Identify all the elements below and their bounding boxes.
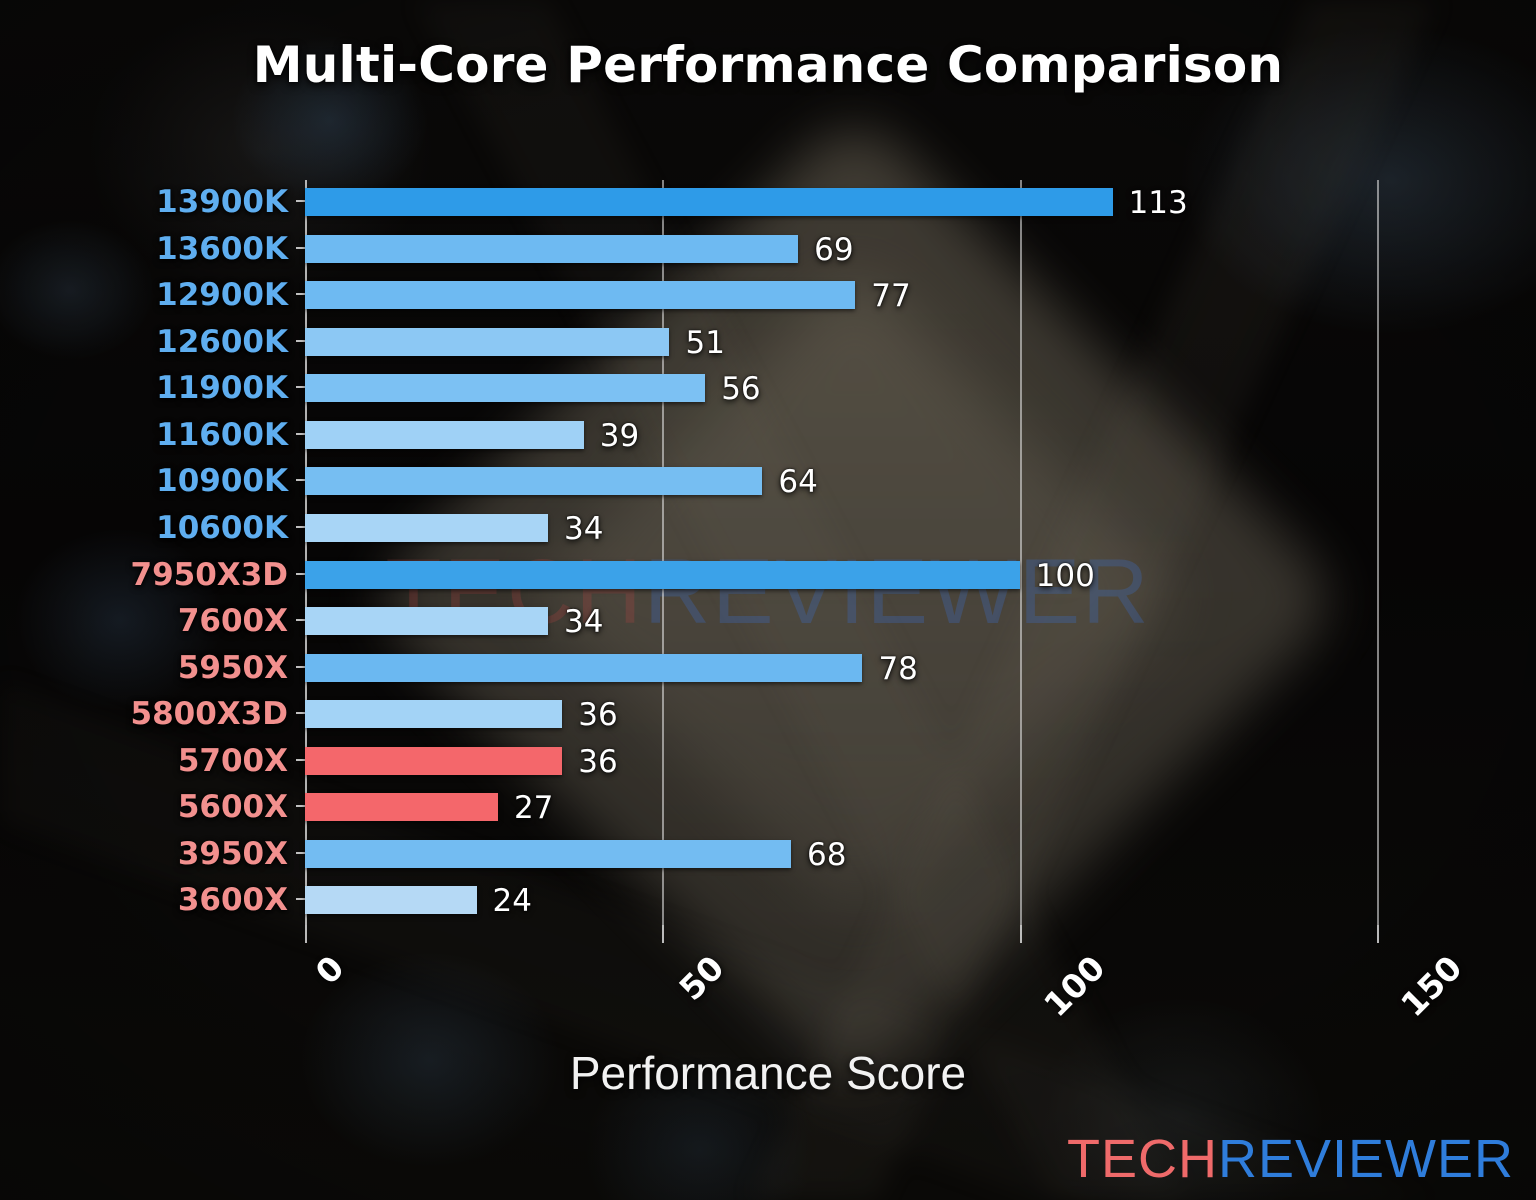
x-tick-label-150: 150 <box>1393 948 1470 1025</box>
y-tick-mark <box>296 525 305 528</box>
bar-value-label-13600K: 69 <box>814 231 854 268</box>
bar-value-label-3950X: 68 <box>806 836 847 873</box>
logo-text-tech: TECH <box>1066 1129 1218 1189</box>
bar-row[interactable]: 113 <box>296 180 1377 224</box>
y-axis-label-13900K: 13900K <box>156 184 288 220</box>
bar-value-label-12900K: 77 <box>871 278 911 315</box>
bar-3600X[interactable] <box>305 886 477 915</box>
bar-10900K[interactable] <box>305 467 763 496</box>
y-tick-mark <box>296 339 305 342</box>
bar-12900K[interactable] <box>305 281 856 310</box>
bar-value-label-5600X: 27 <box>513 790 554 827</box>
gridline-50 <box>662 180 665 925</box>
bar-value-label-7950X3D: 100 <box>1035 557 1095 594</box>
y-axis-label-10900K: 10900K <box>156 463 288 500</box>
bar-10600K[interactable] <box>305 513 548 542</box>
bar-5700X[interactable] <box>305 746 563 775</box>
y-tick-mark <box>296 432 305 435</box>
bar-row[interactable]: 34 <box>296 599 1377 643</box>
plot-area: 113 69 77 51 56 39 64 34 100 34 78 36 36 27 68 24 <box>296 180 1379 925</box>
y-tick-mark <box>296 758 305 761</box>
bar-row[interactable]: 100 <box>296 553 1377 597</box>
bar-13900K[interactable] <box>305 188 1113 216</box>
y-axis-label-7950X3D: 7950X3D <box>130 556 288 593</box>
bar-7950X3D[interactable] <box>305 560 1020 589</box>
y-tick-mark <box>296 712 305 715</box>
bar-row[interactable]: 24 <box>296 878 1377 922</box>
bar-3950X[interactable] <box>305 839 791 868</box>
gridline-150 <box>1377 180 1379 925</box>
bar-row[interactable]: 27 <box>296 785 1377 829</box>
bar-row[interactable]: 69 <box>296 227 1377 271</box>
y-tick-mark <box>296 898 305 901</box>
y-tick-mark <box>296 805 305 808</box>
y-axis-label-7600X: 7600X <box>177 603 288 640</box>
y-axis-label-12900K: 12900K <box>156 277 288 314</box>
bar-11900K[interactable] <box>305 374 706 403</box>
y-tick-mark <box>296 665 305 668</box>
bar-row[interactable]: 36 <box>296 739 1377 783</box>
bar-row[interactable]: 51 <box>296 320 1377 364</box>
x-axis-label: Performance Score <box>569 1047 967 1099</box>
bar-row[interactable]: 78 <box>296 646 1377 690</box>
bar-value-label-5700X: 36 <box>578 743 618 780</box>
y-axis-label-5950X: 5950X <box>177 649 288 686</box>
y-axis-spine <box>305 180 307 925</box>
y-tick-mark <box>296 293 305 296</box>
bar-5600X[interactable] <box>305 793 498 822</box>
y-axis-label-3950X: 3950X <box>177 835 288 872</box>
y-tick-mark <box>296 619 305 622</box>
bar-row[interactable]: 77 <box>296 273 1377 317</box>
x-tick-label-100: 100 <box>1035 948 1113 1025</box>
logo-text-reviewer: REVIEWER <box>1217 1129 1514 1189</box>
y-axis-label-11900K: 11900K <box>156 370 288 407</box>
bar-row[interactable]: 36 <box>296 692 1377 736</box>
bar-value-label-5800X3D: 36 <box>578 697 618 734</box>
bar-13600K[interactable] <box>305 234 799 263</box>
y-axis-label-3600X: 3600X <box>177 882 288 919</box>
bar-value-label-13900K: 113 <box>1128 185 1188 221</box>
y-axis-label-11600K: 11600K <box>156 416 288 453</box>
bar-value-label-10900K: 64 <box>778 464 818 501</box>
bar-11600K[interactable] <box>305 420 584 449</box>
y-axis-label-10600K: 10600K <box>156 509 288 546</box>
bar-5800X3D[interactable] <box>305 700 563 729</box>
bar-row[interactable]: 64 <box>296 459 1377 503</box>
y-tick-mark <box>296 572 305 575</box>
chart-title: Multi-Core Performance Comparison <box>252 36 1284 94</box>
bar-row[interactable]: 56 <box>296 366 1377 410</box>
bar-value-label-12600K: 51 <box>685 324 725 361</box>
bar-7600X[interactable] <box>305 607 548 636</box>
bar-value-label-7600X: 34 <box>563 604 604 641</box>
x-tick-mark-50 <box>662 925 665 943</box>
y-axis-label-13600K: 13600K <box>156 230 288 267</box>
bar-12600K[interactable] <box>305 327 670 356</box>
brand-logo: TECHREVIEWER <box>1067 1128 1514 1190</box>
bar-5950X[interactable] <box>305 653 863 682</box>
bar-value-label-11600K: 39 <box>599 417 640 454</box>
bar-value-label-3600X: 24 <box>492 883 532 920</box>
y-tick-mark <box>296 386 305 389</box>
gridline-100 <box>1019 180 1022 925</box>
y-tick-mark <box>296 479 305 482</box>
bar-row[interactable]: 68 <box>296 832 1377 876</box>
y-axis-label-5800X3D: 5800X3D <box>130 696 288 733</box>
x-tick-mark-100 <box>1019 925 1022 943</box>
y-tick-mark <box>296 200 305 202</box>
bar-row[interactable]: 34 <box>296 506 1377 550</box>
y-axis-label-5700X: 5700X <box>177 742 288 779</box>
bar-value-label-10600K: 34 <box>563 510 604 547</box>
y-tick-mark <box>296 851 305 854</box>
x-tick-mark-150 <box>1377 925 1379 943</box>
x-tick-mark-0 <box>305 925 307 943</box>
x-tick-label-0: 0 <box>307 948 352 992</box>
y-axis-label-12600K: 12600K <box>156 323 288 360</box>
bar-row[interactable]: 39 <box>296 413 1377 457</box>
y-tick-mark <box>296 246 305 249</box>
bar-value-label-11900K: 56 <box>721 371 761 408</box>
y-axis-label-5600X: 5600X <box>177 789 288 826</box>
bar-value-label-5950X: 78 <box>878 650 918 687</box>
